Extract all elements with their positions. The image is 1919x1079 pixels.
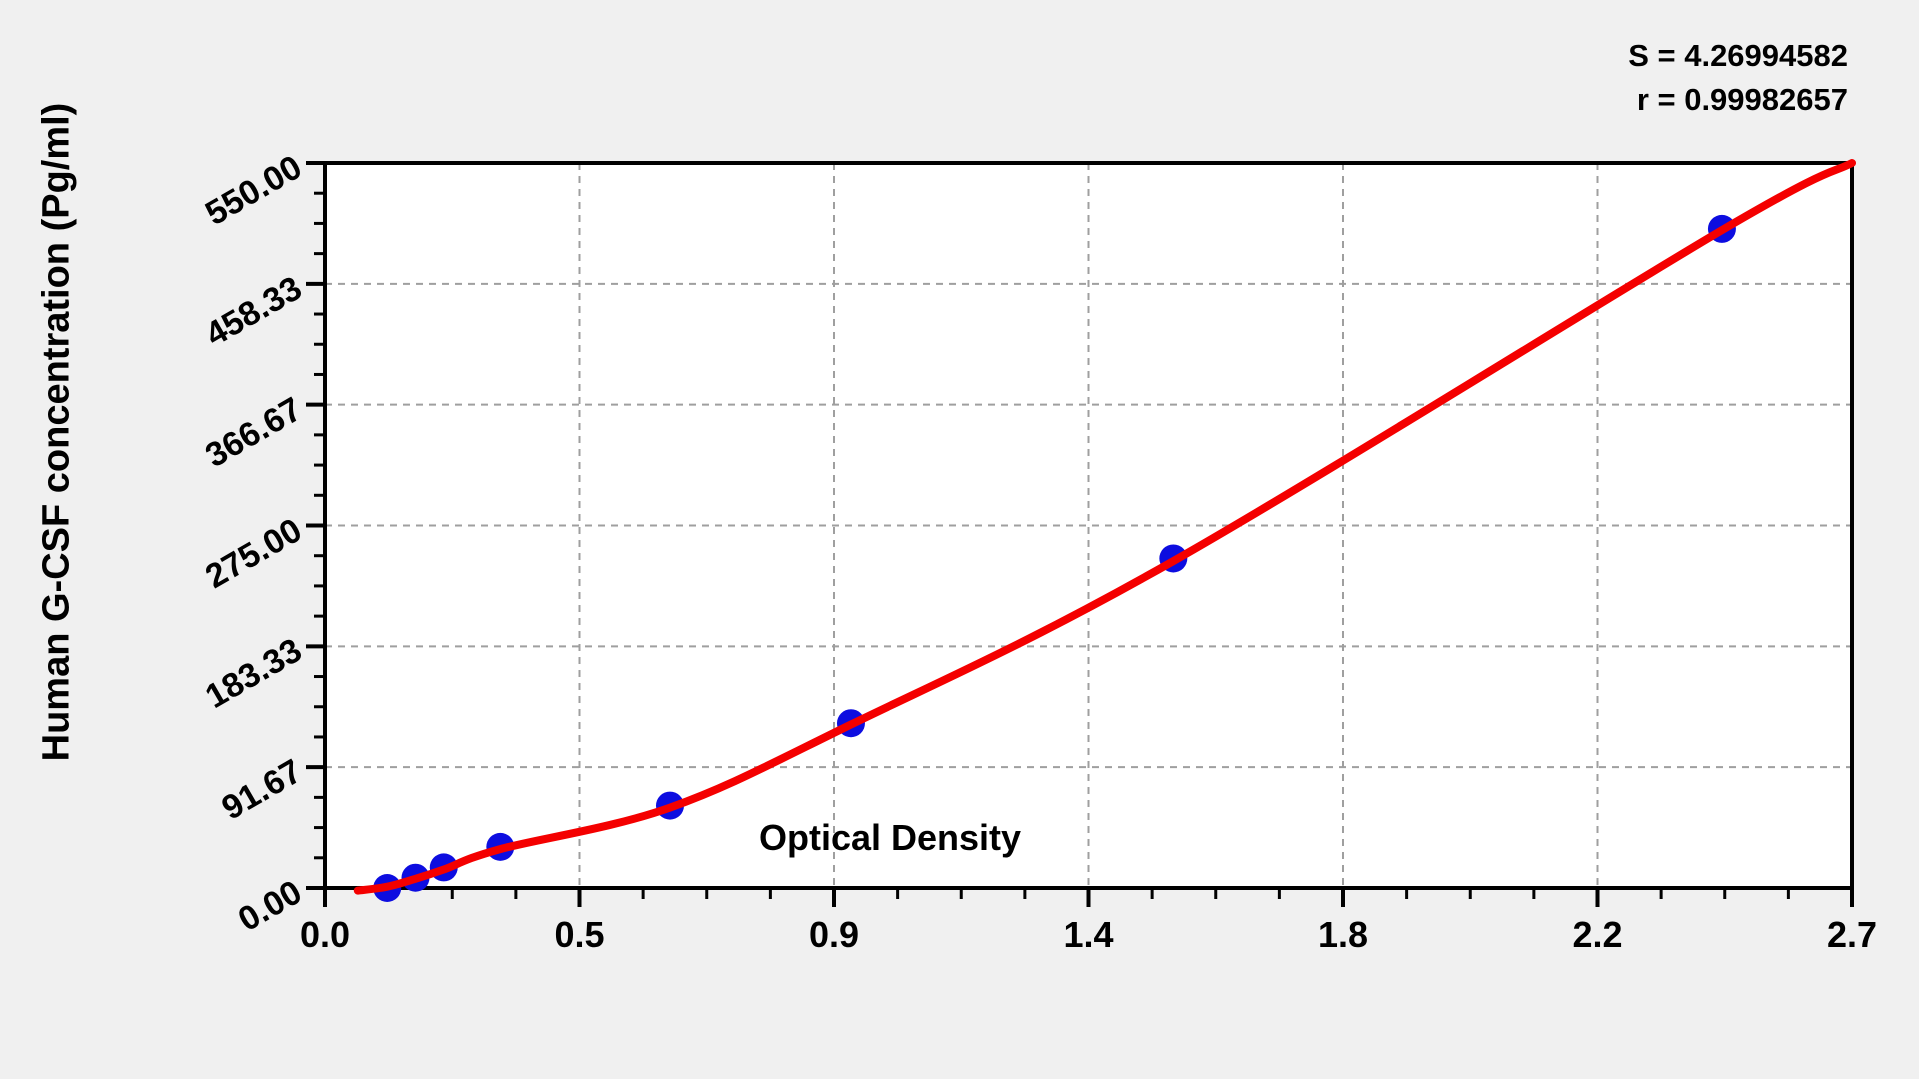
- x-tick-label: 2.2: [1572, 914, 1623, 955]
- y-axis-title: Human G-CSF concentration (Pg/ml): [35, 102, 78, 762]
- y-tick-label-wrap: 366.67: [195, 387, 308, 475]
- x-tick-label: 0.5: [554, 914, 605, 955]
- y-tick-label-wrap: 0.00: [232, 871, 308, 939]
- y-tick-label-wrap: 458.33: [195, 266, 308, 354]
- x-axis-title: Optical Density: [758, 817, 1022, 858]
- y-tick-label-wrap: 550.00: [195, 146, 308, 233]
- x-tick-label: 0.0: [299, 914, 351, 955]
- x-tick-label: 1.8: [1317, 914, 1369, 955]
- fit-s-statistic: S = 4.26994582: [1628, 38, 1848, 73]
- x-tick-label: 1.4: [1063, 914, 1114, 955]
- y-tick-label-wrap: 91.67: [214, 750, 309, 827]
- x-tick-label: 0.9: [808, 914, 860, 955]
- y-tick-label-wrap: 183.33: [195, 629, 308, 716]
- plot-frame: [323, 161, 1854, 890]
- x-tick-label: 2.7: [1826, 914, 1878, 955]
- y-tick-label-wrap: 275.00: [195, 508, 308, 596]
- fit-r-statistic: r = 0.99982657: [1636, 82, 1848, 117]
- fit-curve-line: [353, 159, 1856, 895]
